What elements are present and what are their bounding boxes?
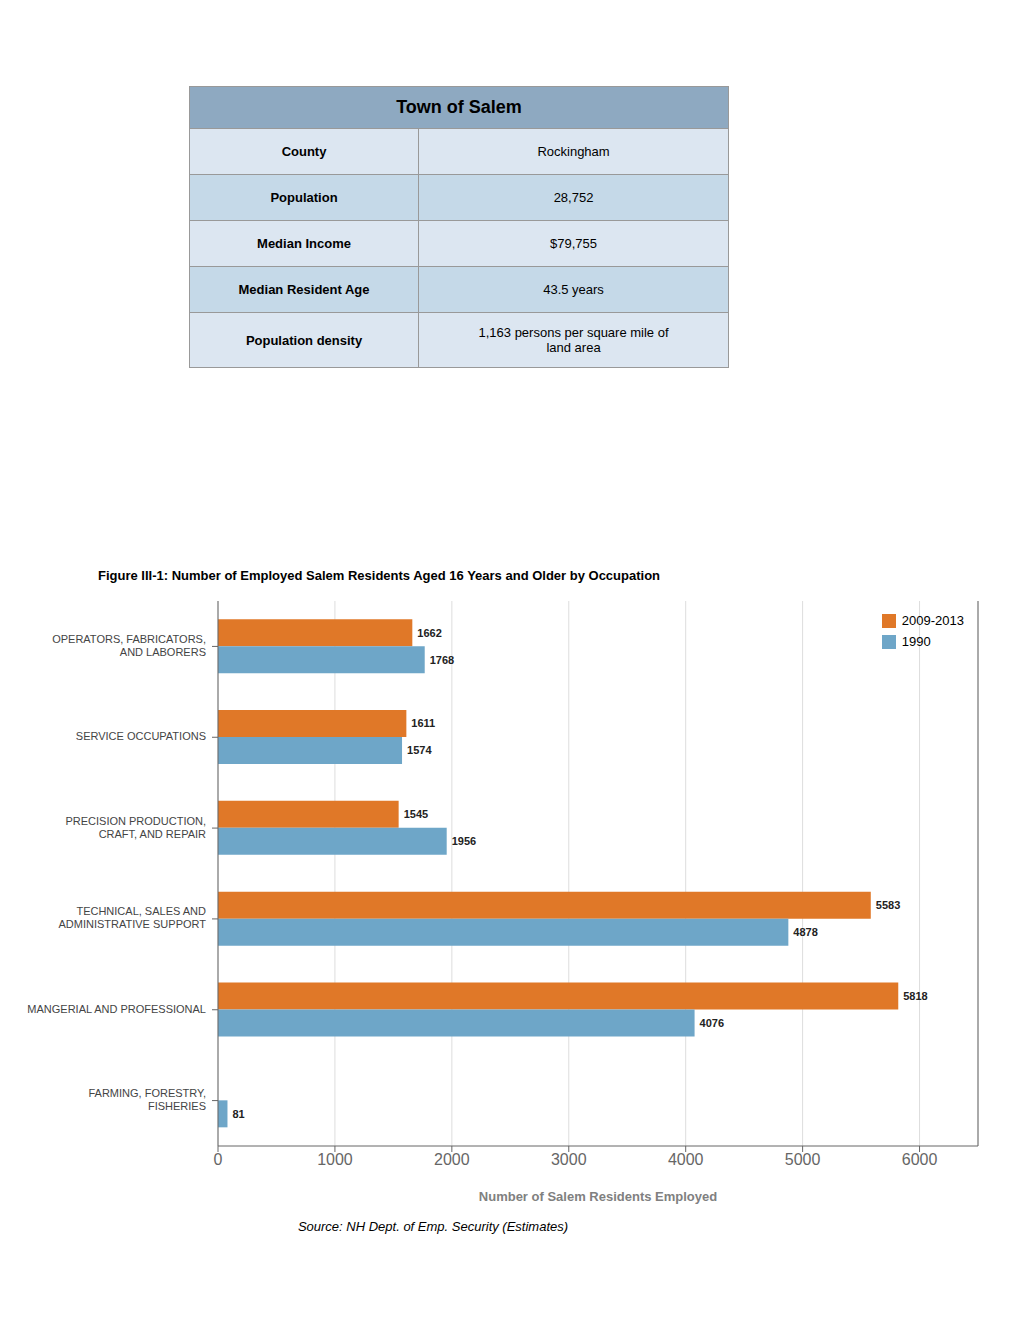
svg-text:5583: 5583 [876,899,900,911]
svg-text:4000: 4000 [668,1151,704,1168]
svg-text:2000: 2000 [434,1151,470,1168]
html-text:Median Income: Median Income [257,236,351,251]
html-text:Rockingham: Rockingham [537,144,610,159]
html-text:Figure III-1: Number of Employ: Figure III-1: Number of Employed Salem R… [98,568,660,583]
svg-text:1662: 1662 [417,627,441,639]
svg-text:FARMING, FORESTRY,FISHERIES: FARMING, FORESTRY,FISHERIES [88,1087,206,1112]
html-text:Population: Population [270,190,338,205]
html-text:Town of Salem: Town of Salem [396,97,522,117]
svg-text:4076: 4076 [700,1017,724,1029]
svg-text:Number of Salem Residents Empl: Number of Salem Residents Employed [479,1189,717,1204]
svg-text:1000: 1000 [317,1151,353,1168]
svg-text:3000: 3000 [551,1151,587,1168]
svg-text:1611: 1611 [411,717,435,729]
svg-text:1956: 1956 [452,835,476,847]
svg-text:6000: 6000 [902,1151,938,1168]
html-text:1990: 1990 [901,634,931,649]
svg-text:5000: 5000 [785,1151,821,1168]
svg-text:MANGERIAL AND PROFESSIONAL: MANGERIAL AND PROFESSIONAL [27,1003,206,1015]
svg-text:OPERATORS, FABRICATORS,AND LAB: OPERATORS, FABRICATORS,AND LABORERS [52,633,206,658]
svg-text:81: 81 [232,1108,244,1120]
html-text:2009-2013: 2009-2013 [901,613,964,628]
html-text:County: County [281,144,327,159]
svg-text:1768: 1768 [430,654,454,666]
svg-text:5818: 5818 [903,990,927,1002]
svg-text:1545: 1545 [404,808,428,820]
html-text:$79,755: $79,755 [550,236,597,251]
svg-text:1574: 1574 [407,744,432,756]
html-text:1,163 persons per square mile: 1,163 persons per square mile of land ar… [478,325,669,355]
svg-text:TECHNICAL, SALES ANDADMINISTRA: TECHNICAL, SALES ANDADMINISTRATIVE SUPPO… [58,905,206,930]
html-text:Population density: Population density [245,332,363,348]
svg-text:SERVICE OCCUPATIONS: SERVICE OCCUPATIONS [76,730,206,742]
svg-text:PRECISION PRODUCTION,CRAFT, AN: PRECISION PRODUCTION,CRAFT, AND REPAIR [65,814,206,839]
html-text:Source: NH Dept. of Emp. Secur: Source: NH Dept. of Emp. Security (Estim… [297,1219,569,1234]
html-text:43.5 years: 43.5 years [543,282,604,297]
svg-text:4878: 4878 [793,926,817,938]
svg-text:0: 0 [214,1151,223,1168]
html-text:Median Resident Age: Median Resident Age [238,282,370,297]
html-text:28,752: 28,752 [553,190,594,205]
